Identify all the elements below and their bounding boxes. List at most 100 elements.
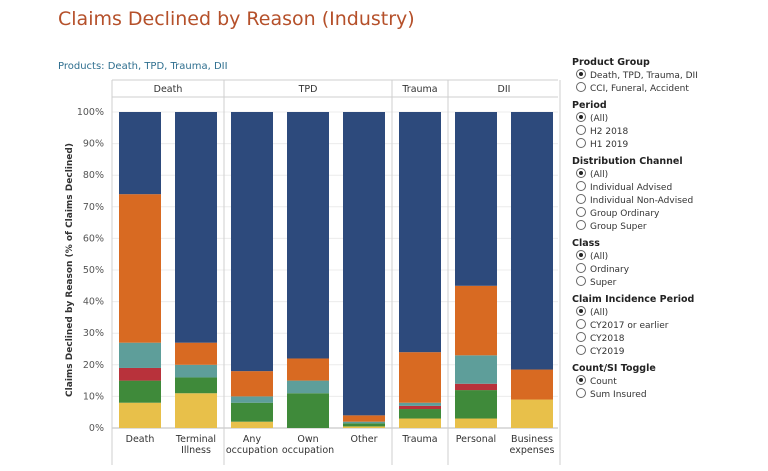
filter-group: Count/SI Toggle Count Sum Insured bbox=[572, 362, 762, 401]
filter-option[interactable]: Count bbox=[572, 375, 762, 388]
radio-button-icon[interactable] bbox=[576, 375, 586, 385]
radio-button-icon[interactable] bbox=[576, 332, 586, 342]
radio-button-icon[interactable] bbox=[576, 250, 586, 260]
radio-button-icon[interactable] bbox=[576, 345, 586, 355]
bar-segment bbox=[231, 112, 273, 372]
bar-segment bbox=[119, 367, 161, 381]
panel-header-label: DII bbox=[498, 84, 511, 95]
x-category-label: Terminal bbox=[175, 434, 216, 445]
bar-segment bbox=[287, 380, 329, 394]
filter-option[interactable]: (All) bbox=[572, 250, 762, 263]
radio-button-icon[interactable] bbox=[576, 276, 586, 286]
filter-option[interactable]: Sum Insured bbox=[572, 388, 762, 401]
filter-option[interactable]: Death, TPD, Trauma, DII bbox=[572, 69, 762, 82]
filter-option-label: Count bbox=[590, 377, 617, 387]
radio-button-icon[interactable] bbox=[576, 319, 586, 329]
bar-segment bbox=[119, 380, 161, 403]
filter-option-label: Group Ordinary bbox=[590, 209, 660, 219]
filter-option[interactable]: Individual Non-Advised bbox=[572, 194, 762, 207]
filter-option[interactable]: H2 2018 bbox=[572, 125, 762, 138]
bar-segment bbox=[343, 421, 385, 424]
x-category-label: Trauma bbox=[401, 434, 437, 445]
filter-option[interactable]: CY2017 or earlier bbox=[572, 319, 762, 332]
x-category-label: Death bbox=[126, 434, 155, 445]
filter-option[interactable]: Super bbox=[572, 276, 762, 289]
y-tick-label: 70% bbox=[83, 202, 104, 213]
bar-segment bbox=[287, 112, 329, 359]
radio-button-icon[interactable] bbox=[576, 125, 586, 135]
bar-segment bbox=[399, 112, 441, 353]
bar-segment bbox=[399, 409, 441, 419]
filter-option-label: Individual Non-Advised bbox=[590, 196, 694, 206]
filter-option[interactable]: (All) bbox=[572, 168, 762, 181]
bar-segment bbox=[175, 364, 217, 378]
bar-segment bbox=[511, 112, 553, 370]
filter-option-label: Individual Advised bbox=[590, 183, 673, 193]
radio-button-icon[interactable] bbox=[576, 82, 586, 92]
bar-segment bbox=[175, 377, 217, 394]
bar-segment bbox=[455, 418, 497, 428]
radio-button-icon[interactable] bbox=[576, 168, 586, 178]
radio-button-icon[interactable] bbox=[576, 263, 586, 273]
bar-segment bbox=[231, 421, 273, 428]
filter-option-label: Ordinary bbox=[590, 265, 630, 275]
radio-button-icon[interactable] bbox=[576, 112, 586, 122]
filter-option[interactable]: (All) bbox=[572, 306, 762, 319]
radio-button-icon[interactable] bbox=[576, 220, 586, 230]
bar-segment bbox=[455, 112, 497, 286]
x-category-label: Own bbox=[297, 434, 318, 445]
bar-segment bbox=[399, 418, 441, 428]
bar-segment bbox=[287, 358, 329, 381]
bar-segment bbox=[455, 390, 497, 419]
filter-option[interactable]: H1 2019 bbox=[572, 138, 762, 151]
chart-title: Claims Declined by Reason (Industry) bbox=[58, 8, 415, 30]
radio-button-icon[interactable] bbox=[576, 306, 586, 316]
y-tick-label: 30% bbox=[83, 328, 104, 339]
filter-option-label: (All) bbox=[590, 308, 609, 318]
filter-group: Product Group Death, TPD, Trauma, DII CCI,… bbox=[572, 56, 762, 95]
x-category-label: occupation bbox=[282, 445, 334, 456]
bar-segment bbox=[399, 405, 441, 410]
filter-option-label: CY2018 bbox=[590, 334, 625, 344]
filter-title: Distribution Channel bbox=[572, 156, 683, 167]
filter-option[interactable]: Group Super bbox=[572, 220, 762, 233]
y-tick-label: 60% bbox=[83, 233, 104, 244]
filter-group: Claim Incidence Period (All) CY2017 or ear… bbox=[572, 293, 762, 358]
y-axis-label: Claims Declined by Reason (% of Claims D… bbox=[65, 143, 75, 397]
filter-option-label: Sum Insured bbox=[590, 390, 647, 400]
filter-option[interactable]: CCI, Funeral, Accident bbox=[572, 82, 762, 95]
stacked-bar-chart: 0% 10% 20% 30% 40% 50% 60% 70% 80% 90% 100% Claims … bbox=[65, 79, 561, 465]
filter-option[interactable]: CY2019 bbox=[572, 345, 762, 358]
radio-button-icon[interactable] bbox=[576, 69, 586, 79]
filter-option[interactable]: Group Ordinary bbox=[572, 207, 762, 220]
y-tick-label: 10% bbox=[83, 391, 104, 402]
panel-header-label: Trauma bbox=[401, 84, 437, 95]
radio-button-icon[interactable] bbox=[576, 388, 586, 398]
filter-option[interactable]: CY2018 bbox=[572, 332, 762, 345]
bar-segment bbox=[175, 112, 217, 343]
bar-segment bbox=[119, 112, 161, 195]
filter-option[interactable]: (All) bbox=[572, 112, 762, 125]
bar-segment bbox=[231, 402, 273, 422]
radio-button-icon[interactable] bbox=[576, 207, 586, 217]
bar-segment bbox=[511, 369, 553, 400]
filter-group: Distribution Channel (All) Individual Advi… bbox=[572, 155, 762, 233]
filter-option[interactable]: Individual Advised bbox=[572, 181, 762, 194]
bar-segment bbox=[231, 371, 273, 397]
filter-option[interactable]: Ordinary bbox=[572, 263, 762, 276]
radio-button-icon[interactable] bbox=[576, 138, 586, 148]
y-tick-label: 100% bbox=[77, 107, 104, 118]
filter-title: Period bbox=[572, 100, 607, 111]
x-category-label: Personal bbox=[456, 434, 496, 445]
radio-button-icon[interactable] bbox=[576, 181, 586, 191]
bar-segment bbox=[287, 393, 329, 428]
chart-subtitle: Products: Death, TPD, Trauma, DII bbox=[58, 61, 228, 72]
bar-segment bbox=[231, 396, 273, 403]
filter-group: Period (All) H2 2018 H1 2019 bbox=[572, 99, 762, 151]
bar-segment bbox=[455, 355, 497, 384]
filter-title: Claim Incidence Period bbox=[572, 294, 695, 305]
bar-segment bbox=[119, 342, 161, 368]
radio-button-icon[interactable] bbox=[576, 194, 586, 204]
bar-segment bbox=[399, 352, 441, 403]
bar-segment bbox=[455, 383, 497, 391]
